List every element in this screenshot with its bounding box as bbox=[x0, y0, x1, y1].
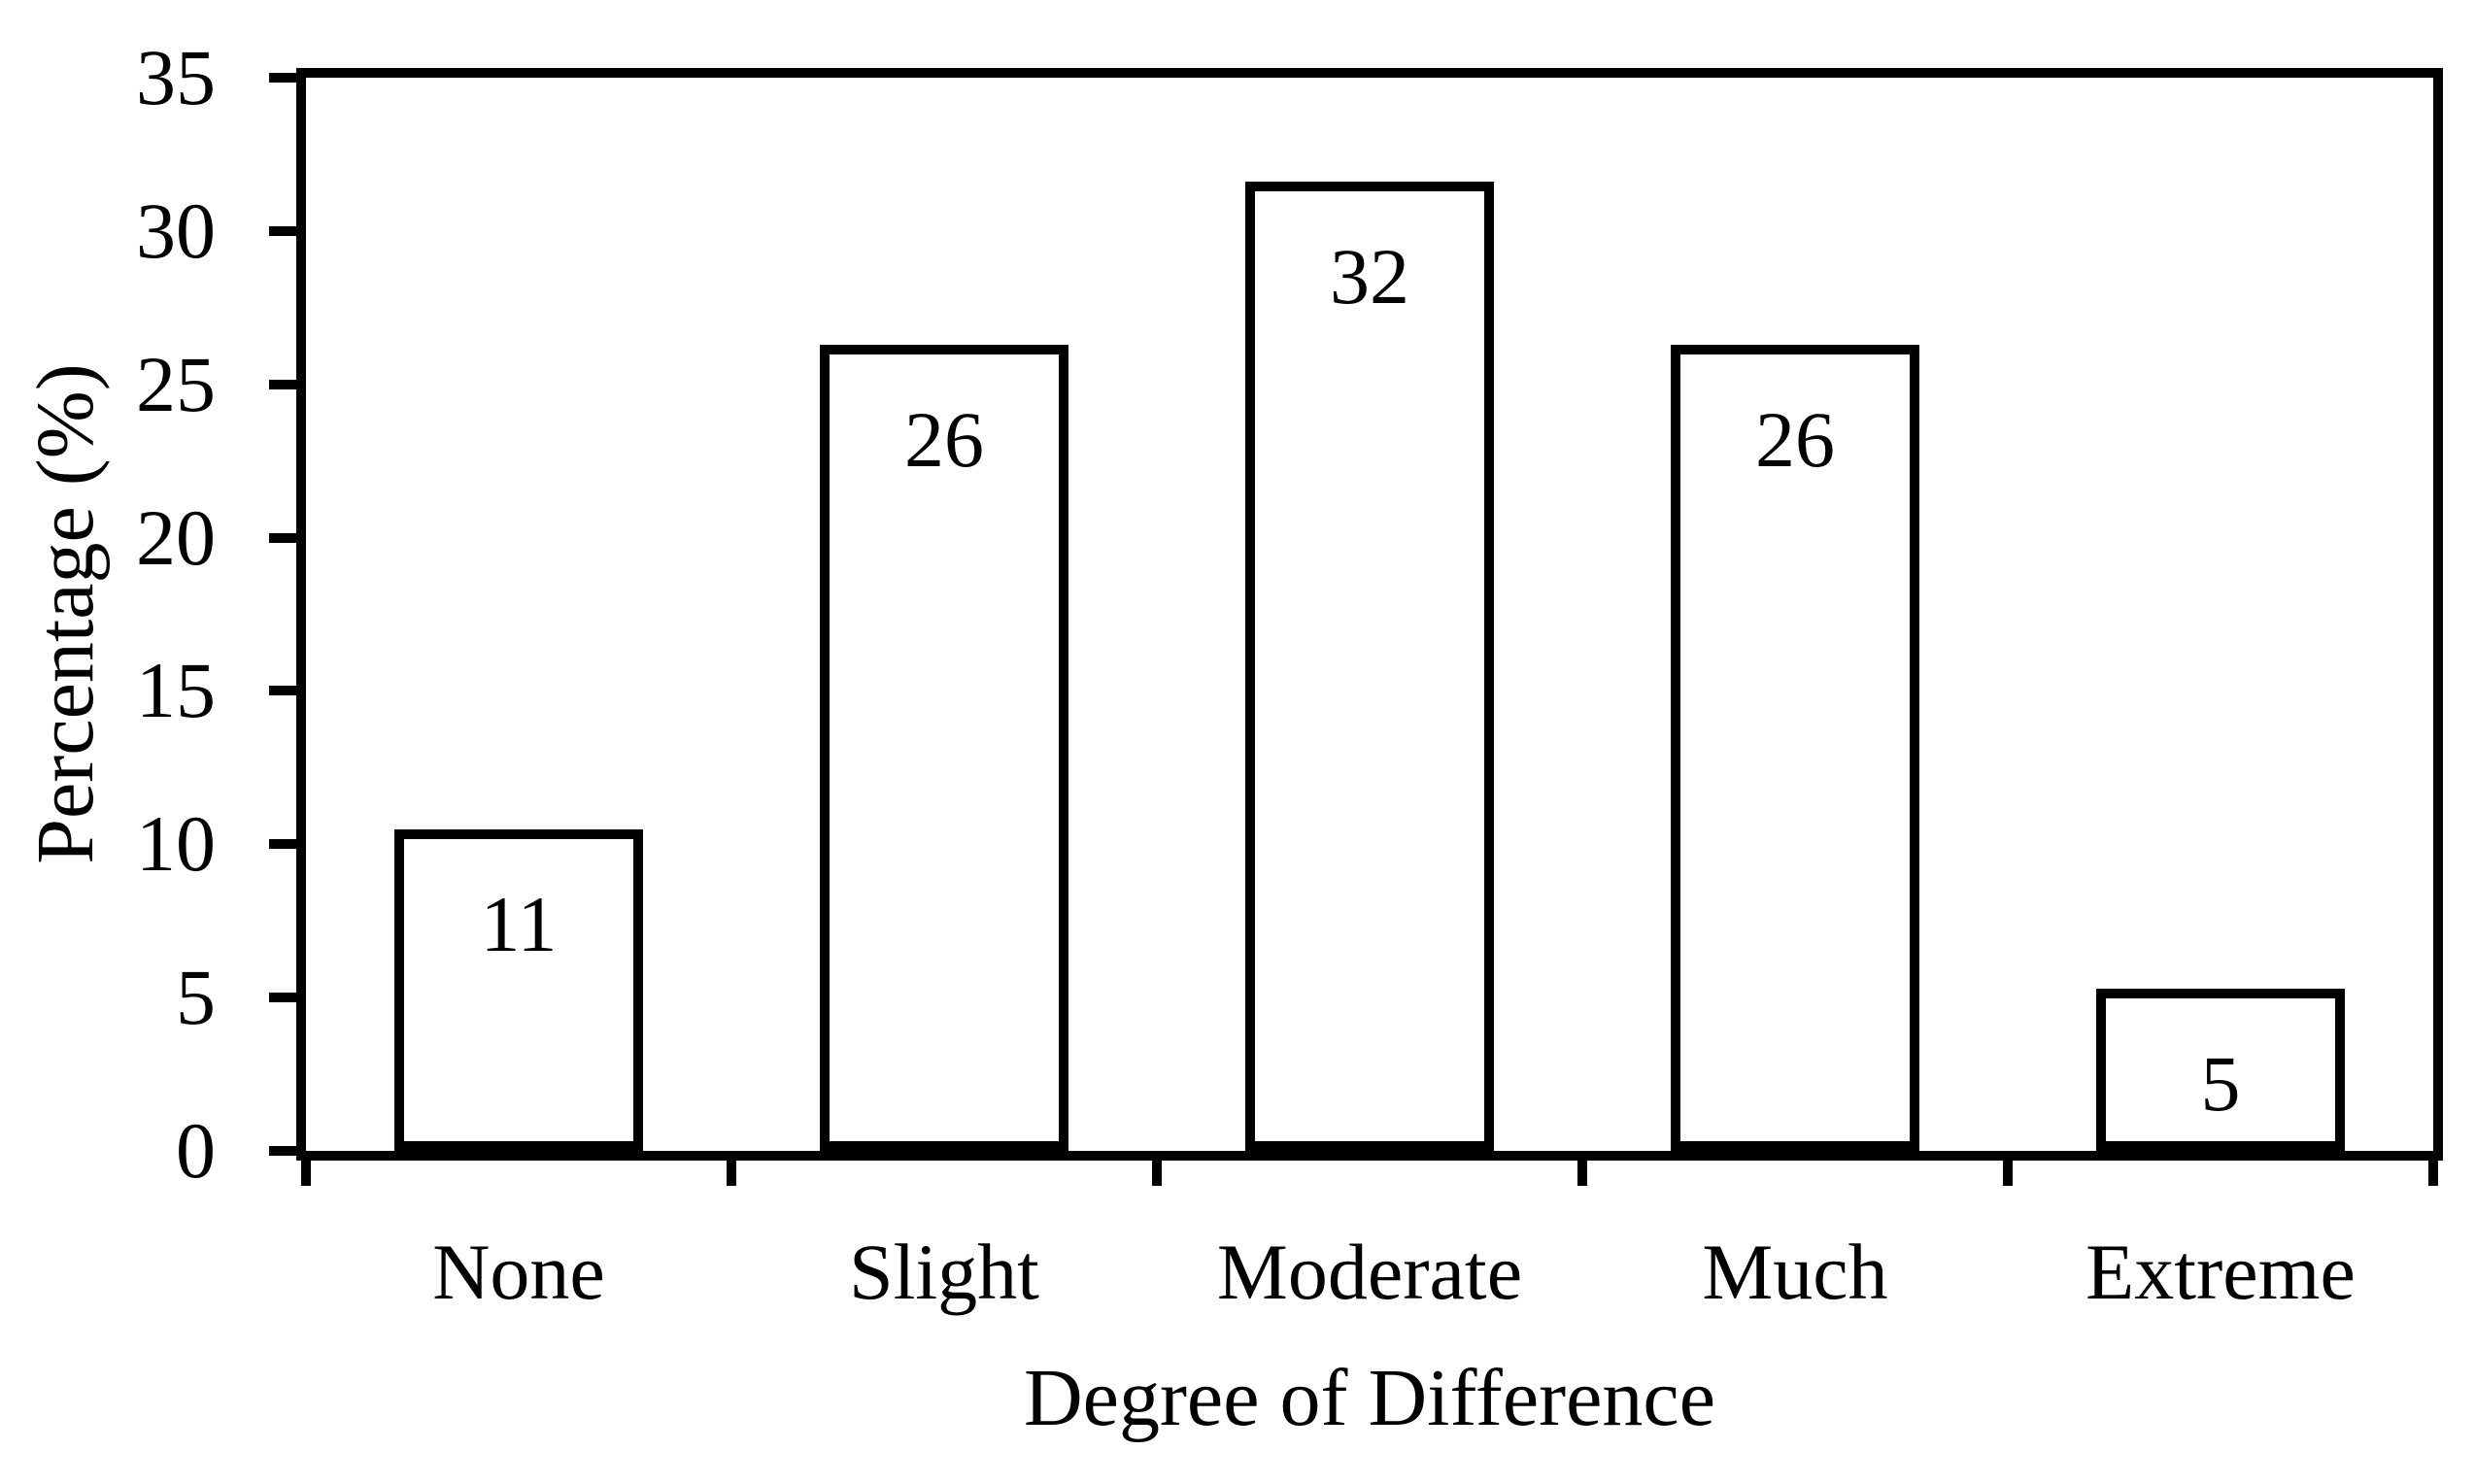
bar bbox=[394, 828, 643, 1151]
y-tick-label: 10 bbox=[136, 799, 216, 889]
x-axis-tick bbox=[2428, 1151, 2438, 1186]
y-axis-tick bbox=[269, 379, 296, 389]
plot-area bbox=[296, 68, 2443, 1161]
category-label: Much bbox=[1702, 1228, 1888, 1316]
x-axis-title: Degree of Difference bbox=[1024, 1353, 1715, 1443]
bar bbox=[1671, 344, 1919, 1151]
y-tick-label: 25 bbox=[136, 339, 216, 428]
x-axis-tick bbox=[2003, 1151, 2013, 1186]
y-axis-tick bbox=[269, 225, 296, 236]
bar-value-label: 26 bbox=[1755, 394, 1835, 484]
y-tick-label: 15 bbox=[136, 646, 216, 735]
y-tick-label: 0 bbox=[176, 1106, 216, 1195]
y-axis-tick bbox=[269, 532, 296, 543]
x-axis-tick bbox=[1152, 1151, 1162, 1186]
category-label: None bbox=[432, 1228, 605, 1316]
y-axis-tick bbox=[269, 73, 296, 83]
bar-value-label: 26 bbox=[904, 394, 984, 484]
y-tick-label: 30 bbox=[136, 186, 216, 275]
y-axis-tick bbox=[269, 839, 296, 850]
y-tick-label: 35 bbox=[136, 33, 216, 121]
category-label: Moderate bbox=[1216, 1228, 1523, 1316]
y-axis-tick bbox=[269, 686, 296, 696]
bar bbox=[2096, 988, 2345, 1151]
category-label: Extreme bbox=[2085, 1228, 2356, 1316]
x-axis-tick bbox=[301, 1151, 311, 1186]
bar-value-label: 11 bbox=[480, 879, 558, 968]
x-axis-tick bbox=[1577, 1151, 1587, 1186]
bar bbox=[820, 344, 1068, 1151]
bar bbox=[1245, 182, 1494, 1151]
y-axis-tick bbox=[269, 1146, 296, 1156]
y-tick-label: 5 bbox=[176, 953, 216, 1042]
bar-value-label: 5 bbox=[2200, 1038, 2241, 1128]
bar-value-label: 32 bbox=[1330, 232, 1409, 321]
x-axis-tick bbox=[727, 1151, 736, 1186]
y-tick-label: 20 bbox=[136, 492, 216, 582]
y-axis-tick bbox=[269, 993, 296, 1003]
category-label: Slight bbox=[849, 1228, 1039, 1316]
